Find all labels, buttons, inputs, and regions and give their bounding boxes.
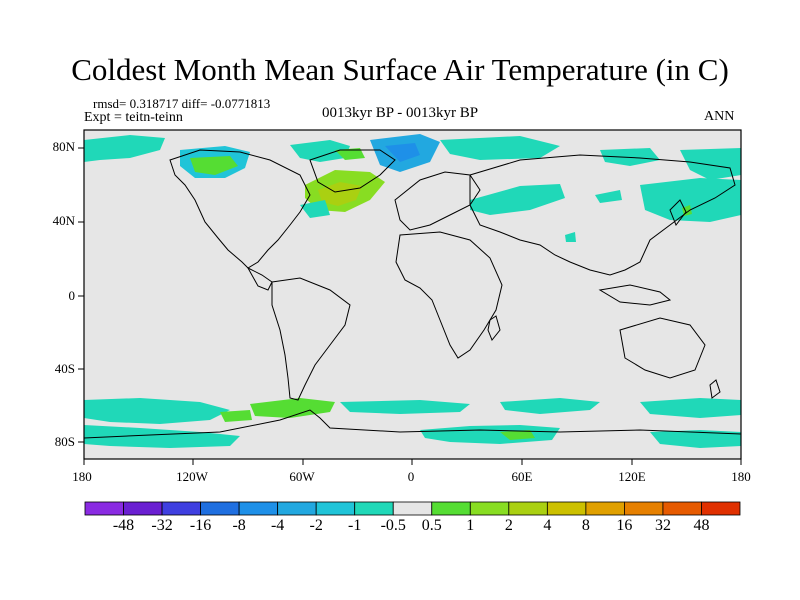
colorbar-label: -1 (348, 517, 362, 534)
colorbar-box (469, 501, 510, 516)
anomaly-region (420, 425, 560, 444)
lat-label-0: 0 (68, 288, 76, 303)
anomaly-region (680, 148, 741, 180)
colorbar-label: 4 (543, 517, 552, 534)
colorbar-box (392, 501, 433, 516)
map-title: Coldest Month Mean Surface Air Temperatu… (71, 52, 729, 87)
coastline (669, 199, 687, 227)
anomaly-region (565, 232, 576, 242)
colorbar-box (161, 501, 201, 516)
experiment-label: Expt = teitn-teinn (84, 110, 183, 125)
coastlines (83, 149, 742, 439)
anomaly-region (440, 136, 560, 160)
anomaly-region (650, 430, 741, 448)
lon-label-120e: 120E (618, 469, 646, 484)
colorbar-label: -4 (270, 517, 285, 534)
lat-label-40n: 40N (52, 213, 75, 228)
coastline (309, 149, 396, 193)
lon-label-180e: 180 (731, 469, 751, 484)
coastline (83, 409, 742, 439)
period-label: 0013kyr BP - 0013kyr BP (322, 105, 479, 121)
lon-label-180w: 180 (72, 469, 92, 484)
colorbar-label: 0.5 (421, 517, 442, 534)
colorbar-box (624, 501, 664, 516)
anomaly-region (220, 410, 252, 422)
colorbar-box (585, 501, 625, 516)
anomaly-region (385, 143, 420, 162)
colorbar-box (238, 501, 279, 516)
colorbar-label: 16 (616, 517, 633, 534)
colorbar-box (200, 501, 240, 516)
axis-ticks (78, 147, 742, 465)
anomaly-region (500, 430, 535, 440)
colorbar (84, 501, 741, 516)
anomaly-region (340, 400, 470, 414)
colorbar-label: -48 (112, 517, 135, 534)
colorbar-box (315, 501, 356, 516)
coastline (598, 284, 672, 306)
coastline (487, 315, 501, 341)
colorbar-label: -8 (232, 517, 246, 534)
anomaly-region (500, 398, 600, 414)
colorbar-label: 2 (504, 517, 513, 534)
coastline (246, 266, 273, 291)
colorbar-box (431, 501, 471, 516)
colorbar-label: -0.5 (380, 517, 406, 534)
lon-label-60e: 60E (511, 469, 533, 484)
colorbar-box (277, 501, 317, 516)
colorbar-box (701, 501, 741, 516)
anomaly-region (300, 200, 330, 218)
colorbar-label: 32 (654, 517, 671, 534)
coastline (619, 317, 706, 379)
anomaly-region (290, 140, 350, 162)
colorbar-box (123, 501, 163, 516)
anomaly-region (470, 184, 565, 215)
anomaly-region (335, 148, 365, 160)
lon-label-60w: 60W (289, 469, 315, 484)
colorbar-box (508, 501, 548, 516)
anomaly-region (84, 425, 240, 448)
anomaly-region (84, 398, 230, 424)
season-label: ANN (704, 109, 735, 124)
anomaly-region (84, 135, 165, 162)
lat-label-80s: 80S (54, 434, 75, 449)
colorbar-box (354, 501, 394, 516)
coastline (169, 149, 311, 269)
coastline (395, 231, 503, 359)
colorbar-label: 8 (581, 517, 590, 534)
anomaly-region (595, 190, 622, 203)
colorbar-label: -2 (309, 517, 323, 534)
lat-label-40s: 40S (54, 361, 75, 376)
colorbar-label: 48 (693, 517, 710, 534)
coastline (709, 379, 721, 399)
colorbar-label: 1 (466, 517, 475, 534)
anomaly-region (640, 398, 741, 418)
coastline (271, 277, 351, 401)
lon-label-0: 0 (407, 469, 415, 484)
anomaly-region (640, 178, 741, 222)
colorbar-box (84, 501, 124, 516)
colorbar-label: -32 (151, 517, 173, 534)
anomaly-fields (84, 134, 741, 448)
colorbar-box (662, 501, 702, 516)
lon-label-120w: 120W (176, 469, 208, 484)
lat-label-80n: 80N (52, 139, 75, 154)
colorbar-label: -16 (189, 517, 212, 534)
anomaly-region (190, 156, 238, 175)
stats-text: rmsd= 0.318717 diff= -0.0771813 (93, 96, 271, 111)
coastline (469, 154, 736, 276)
colorbar-box (546, 501, 587, 516)
